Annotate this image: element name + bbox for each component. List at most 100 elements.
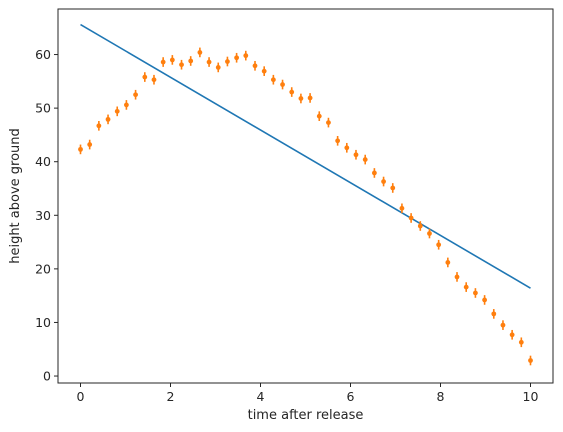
x-axis-ticks: 0 2 4 6 8 10 (77, 383, 539, 404)
x-tick-label: 8 (437, 389, 445, 404)
data-point (298, 93, 304, 104)
point-marker (151, 77, 157, 83)
data-point (96, 120, 102, 131)
data-point (326, 117, 331, 128)
data-point (491, 309, 497, 319)
data-point (427, 228, 432, 239)
data-point (500, 320, 506, 330)
data-point (518, 337, 524, 348)
point-marker (399, 205, 405, 211)
data-point (206, 57, 212, 67)
data-point (344, 142, 350, 153)
point-marker (307, 95, 313, 101)
point-marker (473, 290, 478, 296)
point-marker (280, 82, 285, 87)
data-point (509, 329, 515, 340)
point-marker (362, 157, 368, 162)
point-marker (528, 358, 533, 363)
data-point (316, 111, 322, 121)
point-marker (78, 146, 83, 152)
data-point (197, 47, 203, 58)
data-point (417, 221, 423, 231)
point-marker (491, 311, 497, 317)
data-point (225, 56, 230, 67)
data-point (390, 183, 396, 193)
data-point (160, 57, 166, 67)
point-marker (408, 215, 414, 221)
point-marker (482, 297, 487, 303)
y-tick-label: 40 (35, 154, 51, 169)
x-tick-label: 10 (523, 389, 539, 404)
data-point (335, 135, 341, 146)
point-marker (225, 59, 230, 64)
point-marker (335, 138, 341, 144)
point-marker (133, 92, 138, 98)
point-marker (298, 96, 304, 101)
y-tick-label: 30 (35, 208, 51, 223)
point-marker (96, 123, 102, 129)
point-marker (142, 74, 148, 80)
axes-frame (57, 8, 554, 384)
data-point (353, 149, 359, 160)
x-tick-label: 2 (167, 389, 175, 404)
y-axis-ticks: 0 10 20 30 40 50 60 (35, 47, 58, 384)
point-marker (105, 116, 111, 122)
data-point (270, 74, 276, 85)
data-point (105, 114, 111, 125)
data-point (362, 154, 368, 165)
point-marker (381, 179, 386, 184)
data-point (463, 282, 469, 292)
point-marker (463, 284, 469, 290)
point-marker (197, 50, 203, 55)
data-point (473, 288, 478, 298)
point-marker (234, 55, 240, 61)
data-point (188, 56, 194, 66)
y-axis-label: height above ground (8, 128, 23, 264)
point-marker (261, 68, 267, 74)
point-marker (344, 145, 350, 151)
x-tick-label: 0 (77, 389, 85, 404)
point-marker (427, 231, 432, 236)
y-tick-label: 50 (35, 101, 51, 116)
data-point (133, 89, 138, 100)
data-point (142, 72, 148, 82)
y-tick-label: 20 (35, 261, 51, 276)
data-point (234, 52, 240, 63)
data-point (261, 66, 267, 76)
data-point (124, 100, 129, 110)
data-point (408, 213, 414, 223)
data-point (482, 295, 487, 305)
data-point (252, 60, 258, 71)
point-marker (179, 62, 184, 68)
y-tick-label: 0 (43, 369, 51, 384)
data-point (371, 168, 377, 178)
data-point (289, 87, 295, 97)
x-tick-label: 4 (257, 389, 265, 404)
data-point (381, 176, 386, 187)
point-marker (417, 223, 423, 229)
point-marker (215, 65, 221, 70)
data-point (445, 257, 451, 268)
point-marker (518, 339, 524, 345)
data-point (307, 93, 313, 103)
x-axis-label: time after release (248, 408, 364, 423)
point-marker (326, 120, 331, 125)
point-marker (160, 59, 166, 65)
data-point (436, 239, 442, 250)
point-marker (500, 322, 506, 328)
data-point (528, 355, 533, 366)
point-marker (454, 274, 460, 280)
point-marker (252, 63, 258, 69)
point-marker (243, 53, 249, 59)
y-tick-label: 10 (35, 315, 51, 330)
point-marker (353, 152, 359, 158)
point-marker (124, 102, 129, 108)
point-marker (289, 89, 295, 95)
data-point (87, 139, 93, 150)
x-tick-label: 6 (347, 389, 355, 404)
point-marker (509, 332, 515, 338)
y-tick-label: 60 (35, 47, 51, 62)
data-point (243, 50, 249, 61)
